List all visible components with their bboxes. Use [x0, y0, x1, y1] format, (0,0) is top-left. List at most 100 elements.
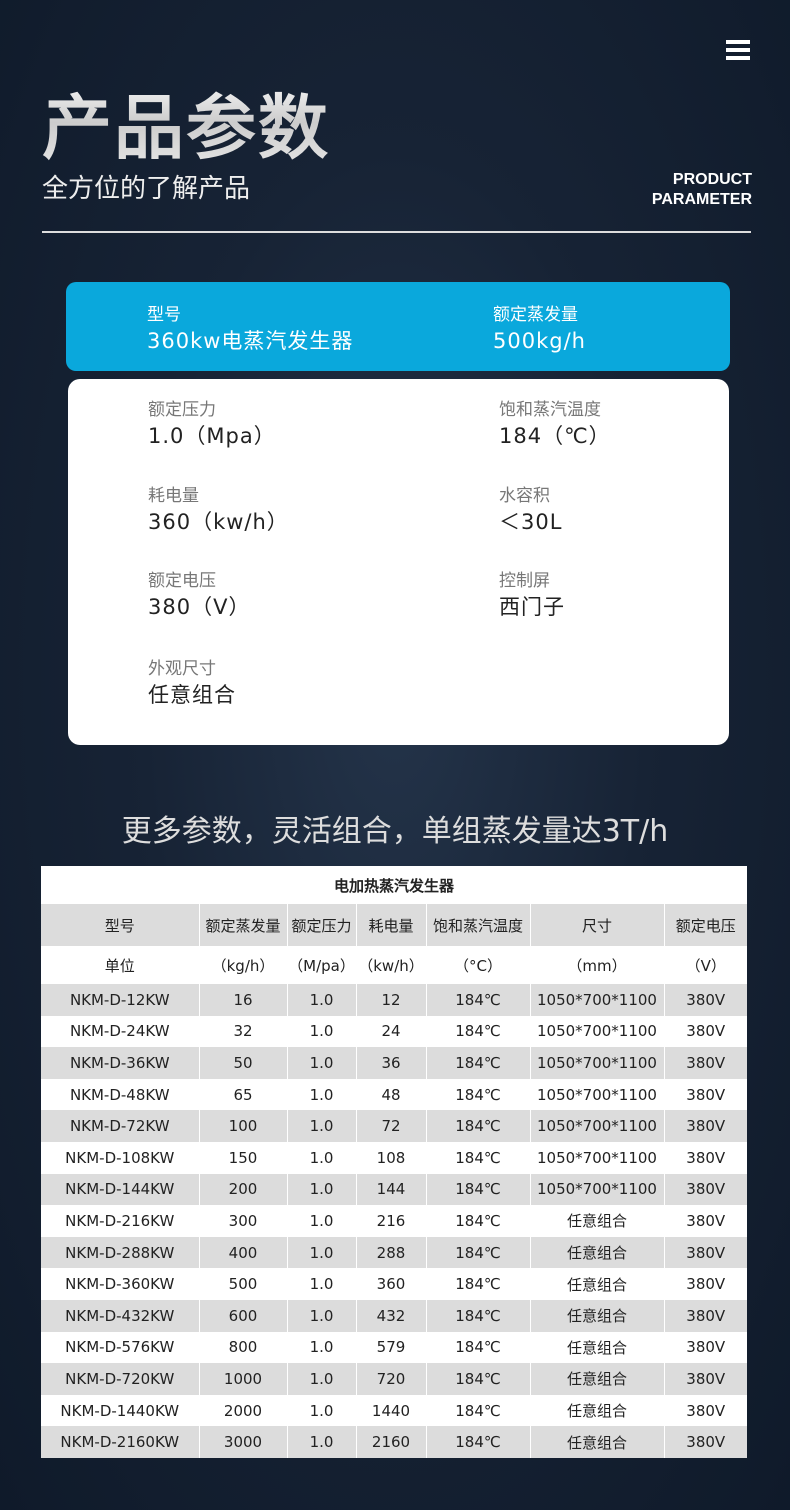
- divider: [42, 231, 751, 233]
- table-cell: 额定电压: [663, 904, 747, 946]
- table-cell: 800: [198, 1331, 287, 1364]
- table-cell: 184℃: [425, 1015, 530, 1048]
- field-value: 西门子: [499, 595, 565, 619]
- table-caption: 电加热蒸汽发生器: [41, 866, 747, 904]
- table-row: NKM-D-288KW 400 1.0 288 184℃ 任意组合 380V: [41, 1236, 747, 1269]
- english-title-line2: PARAMETER: [651, 191, 752, 208]
- table-cell: 任意组合: [529, 1394, 664, 1427]
- table-cell: 1440: [355, 1394, 426, 1427]
- table-cell: 1.0: [286, 1173, 356, 1206]
- table-cell: 1050*700*1100: [529, 1015, 664, 1048]
- hamburger-menu-icon[interactable]: [726, 40, 750, 60]
- table-cell: 任意组合: [529, 1363, 664, 1395]
- table-cell: NKM-D-108KW: [65, 1148, 175, 1167]
- table-cell: 184℃: [425, 1078, 530, 1111]
- table-units-row: 单位 （kg/h） （M/pa） （kw/h） （°C） （mm） （V）: [41, 946, 747, 984]
- field-label: 控制屏: [499, 571, 550, 591]
- table-cell: 184℃: [425, 1236, 530, 1269]
- table-cell: 尺寸: [529, 904, 664, 946]
- field-value: 1.0（Mpa）: [148, 424, 276, 448]
- spec-item: 饱和蒸汽温度 184（℃）: [499, 399, 611, 451]
- table-row: NKM-D-24KW 32 1.0 24 184℃ 1050*700*1100 380V: [41, 1015, 747, 1048]
- table-cell: 184℃: [425, 1331, 530, 1364]
- table-cell: 380V: [663, 1110, 747, 1142]
- table-cell: NKM-D-360KW: [65, 1275, 175, 1294]
- table-row: NKM-D-72KW 100 1.0 72 184℃ 1050*700*1100 380V: [41, 1110, 747, 1142]
- table-cell: 108: [355, 1141, 426, 1174]
- table-cell: （°C）: [425, 946, 530, 984]
- table-cell: （kg/h）: [198, 946, 287, 984]
- table-cell: 1.0: [286, 1268, 356, 1300]
- table-cell: NKM-D-2160KW: [41, 1426, 199, 1458]
- table-cell: 380V: [663, 1205, 747, 1237]
- table-cell: 360: [355, 1268, 426, 1300]
- table-cell: 1050*700*1100: [529, 1047, 664, 1079]
- table-cell: 饱和蒸汽温度: [425, 904, 530, 946]
- table-row: NKM-D-108KW 150 1.0 108 184℃ 1050*700*1100 380…: [41, 1141, 747, 1174]
- table-cell: 65: [198, 1078, 287, 1111]
- spec-item: 外观尺寸 任意组合: [148, 658, 236, 710]
- table-cell: 380V: [663, 1047, 747, 1079]
- table-cell: 184℃: [425, 1426, 530, 1458]
- table-row: NKM-D-144KW 200 1.0 144 184℃ 1050*700*1100 380…: [41, 1173, 747, 1206]
- table-cell: 型号: [41, 904, 199, 946]
- table-cell: 任意组合: [529, 1299, 664, 1332]
- table-cell: 任意组合: [529, 1331, 664, 1364]
- table-cell: 1050*700*1100: [529, 1173, 664, 1206]
- table-cell: 1050*700*1100: [529, 1078, 664, 1111]
- table-row: NKM-D-432KW 600 1.0 432 184℃ 任意组合 380V: [41, 1299, 747, 1332]
- table-cell: 50: [198, 1047, 287, 1079]
- steam-field: 额定蒸发量 500kg/h: [493, 304, 586, 356]
- table-row: NKM-D-720KW 1000 1.0 720 184℃ 任意组合 380V: [41, 1363, 747, 1395]
- table-cell: 72: [355, 1110, 426, 1142]
- table-cell: （M/pa）: [286, 946, 356, 984]
- table-cell: 1.0: [286, 1331, 356, 1364]
- table-row: NKM-D-12KW 16 1.0 12 184℃ 1050*700*1100 380V: [41, 984, 747, 1016]
- field-label: 额定蒸发量: [493, 305, 578, 325]
- table-cell: 1.0: [286, 1078, 356, 1111]
- table-cell: NKM-D-144KW: [41, 1173, 199, 1206]
- highlight-card: 型号 360kw电蒸汽发生器 额定蒸发量 500kg/h: [66, 282, 730, 371]
- english-title-line1: PRODUCT: [672, 171, 752, 188]
- table-cell: 184℃: [425, 1141, 530, 1174]
- table-cell: 1050*700*1100: [529, 1110, 664, 1142]
- table-cell: 2000: [198, 1394, 287, 1427]
- table-cell: 1.0: [286, 1363, 356, 1395]
- table-cell: 184℃: [425, 1205, 530, 1237]
- table-cell: 2160: [355, 1426, 426, 1458]
- table-cell: 380V: [663, 1141, 747, 1174]
- table-cell: 380V: [663, 1299, 747, 1332]
- table-cell: 184℃: [425, 984, 530, 1016]
- english-title: PRODUCT PARAMETER: [652, 170, 752, 210]
- table-cell: 380V: [663, 1363, 747, 1395]
- table-cell: NKM-D-24KW: [69, 1022, 170, 1041]
- spec-item: 额定压力 1.0（Mpa）: [148, 399, 276, 451]
- table-cell: （mm）: [529, 946, 664, 984]
- page-subtitle: 全方位的了解产品: [42, 174, 251, 204]
- table-cell: NKM-D-288KW: [41, 1236, 199, 1269]
- table-row: NKM-D-36KW 50 1.0 36 184℃ 1050*700*1100 380V: [41, 1047, 747, 1079]
- field-label: 水容积: [499, 486, 550, 506]
- field-value: 380（V）: [148, 595, 251, 619]
- table-cell: 184℃: [425, 1268, 530, 1300]
- table-cell: 1.0: [286, 1299, 356, 1332]
- table-cell: 380V: [663, 1078, 747, 1111]
- table-cell: 380V: [663, 1331, 747, 1364]
- table-cell: 300: [198, 1205, 287, 1237]
- table-cell: 1050*700*1100: [529, 984, 664, 1016]
- table-cell: 3000: [198, 1426, 287, 1458]
- table-cell: 1.0: [286, 1394, 356, 1427]
- table-cell: 耗电量: [355, 904, 426, 946]
- table-cell: 1.0: [286, 1205, 356, 1237]
- table-cell: 任意组合: [529, 1426, 664, 1458]
- table-cell: 16: [198, 984, 287, 1016]
- table-cell: 1.0: [286, 1236, 356, 1269]
- table-cell: 单位: [104, 956, 135, 975]
- table-cell: 184℃: [425, 1394, 530, 1427]
- table-cell: NKM-D-216KW: [65, 1211, 175, 1230]
- model-field: 型号 360kw电蒸汽发生器: [147, 304, 353, 356]
- spec-card: 额定压力 1.0（Mpa） 饱和蒸汽温度 184（℃） 耗电量 360（kw/h） 水…: [68, 379, 729, 745]
- table-cell: 600: [198, 1299, 287, 1332]
- table-cell: 1.0: [286, 1047, 356, 1079]
- parameter-table: 电加热蒸汽发生器 型号 额定蒸发量 额定压力 耗电量 饱和蒸汽温度 尺寸 额定电压 单位 （kg…: [41, 866, 747, 1458]
